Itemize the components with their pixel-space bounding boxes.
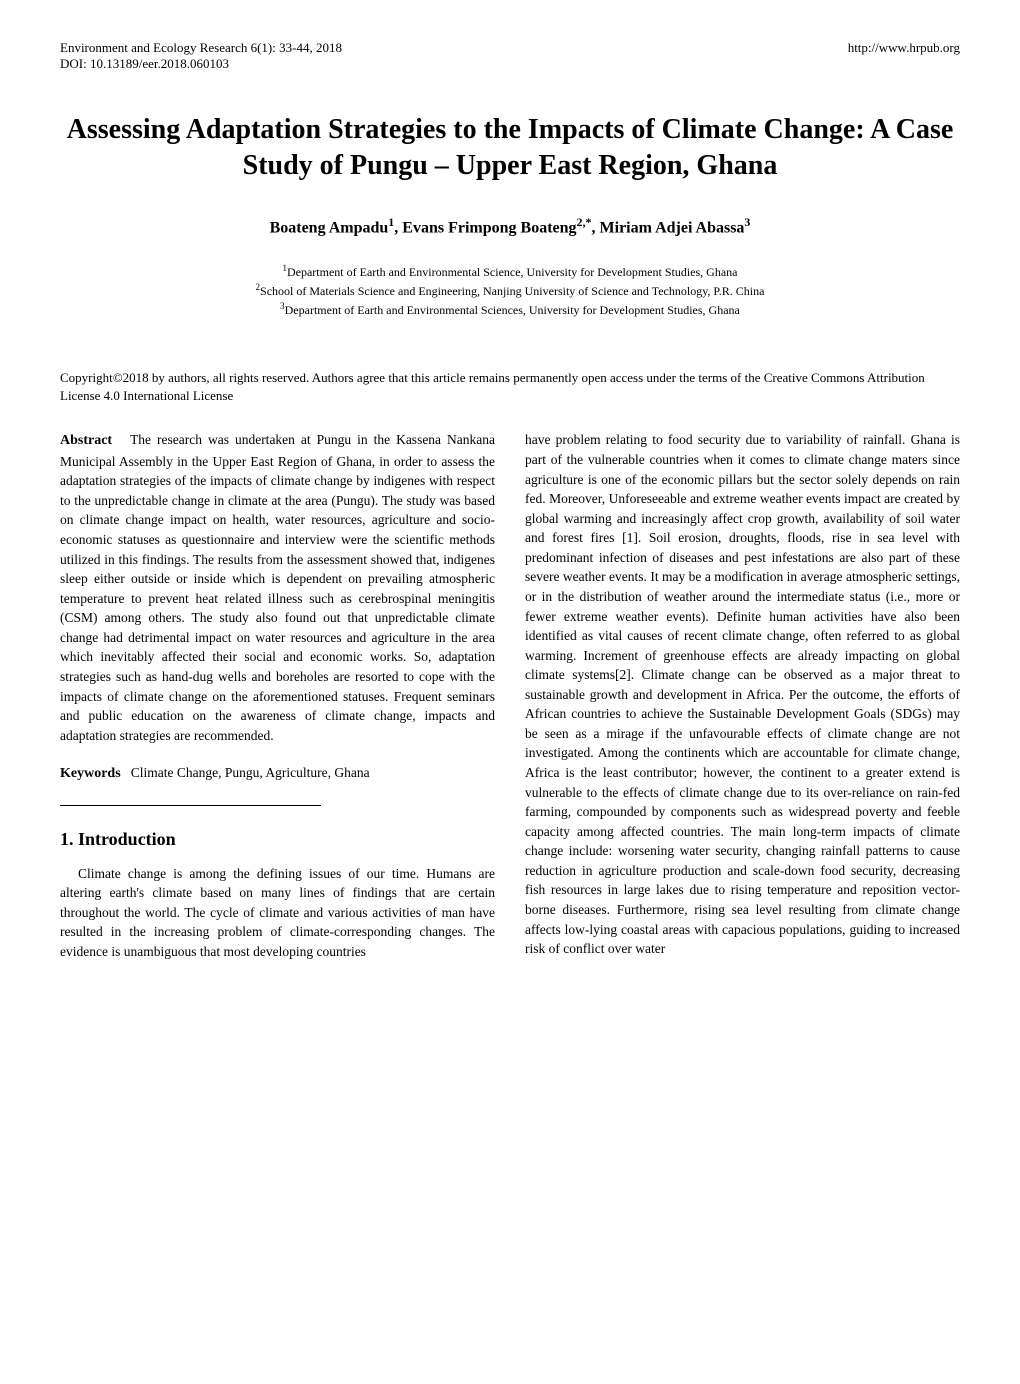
publisher-url: http://www.hrpub.org bbox=[848, 40, 960, 56]
journal-citation: Environment and Ecology Research 6(1): 3… bbox=[60, 40, 342, 56]
right-column: have problem relating to food security d… bbox=[525, 430, 960, 961]
doi: DOI: 10.13189/eer.2018.060103 bbox=[60, 56, 342, 72]
keywords-text: Climate Change, Pungu, Agriculture, Ghan… bbox=[131, 765, 370, 780]
affiliations-block: 1Department of Earth and Environmental S… bbox=[60, 262, 960, 319]
intro-paragraph-left: Climate change is among the defining iss… bbox=[60, 864, 495, 962]
affiliation-3: 3Department of Earth and Environmental S… bbox=[60, 300, 960, 319]
header-right: http://www.hrpub.org bbox=[848, 40, 960, 72]
copyright-notice: Copyright©2018 by authors, all rights re… bbox=[60, 369, 960, 405]
header-left: Environment and Ecology Research 6(1): 3… bbox=[60, 40, 342, 72]
keywords-block: Keywords Climate Change, Pungu, Agricult… bbox=[60, 763, 495, 784]
affiliation-1: 1Department of Earth and Environmental S… bbox=[60, 262, 960, 281]
affiliation-2: 2School of Materials Science and Enginee… bbox=[60, 281, 960, 300]
paper-title: Assessing Adaptation Strategies to the I… bbox=[60, 112, 960, 185]
section-divider bbox=[60, 805, 321, 806]
page-header: Environment and Ecology Research 6(1): 3… bbox=[60, 40, 960, 72]
abstract-block: Abstract The research was undertaken at … bbox=[60, 430, 495, 745]
intro-paragraph-right: have problem relating to food security d… bbox=[525, 430, 960, 958]
left-column: Abstract The research was undertaken at … bbox=[60, 430, 495, 961]
section-1-heading: 1. Introduction bbox=[60, 826, 495, 852]
two-column-body: Abstract The research was undertaken at … bbox=[60, 430, 960, 961]
keywords-label: Keywords bbox=[60, 766, 121, 781]
authors-line: Boateng Ampadu1, Evans Frimpong Boateng2… bbox=[60, 215, 960, 237]
abstract-label: Abstract bbox=[60, 433, 112, 448]
abstract-text: The research was undertaken at Pungu in … bbox=[60, 432, 495, 742]
